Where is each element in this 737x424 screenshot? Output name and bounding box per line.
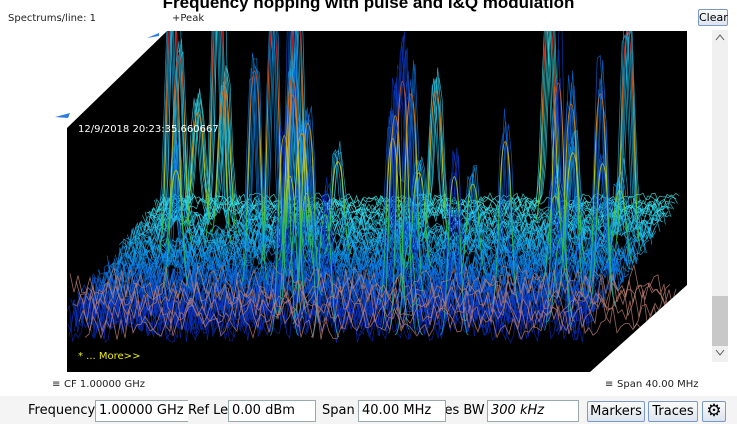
- trace: [282, 31, 312, 247]
- trace: [556, 103, 586, 299]
- rbw-label: Res BW: [436, 403, 485, 418]
- trace: [164, 54, 194, 246]
- span-display: Span 40.00 MHz: [617, 379, 699, 390]
- trace: [490, 141, 520, 305]
- markers-button[interactable]: Markers: [587, 401, 645, 422]
- trace: [275, 175, 305, 319]
- settings-button[interactable]: ⚙: [702, 401, 726, 422]
- trace: [293, 122, 323, 296]
- ref-lev-input[interactable]: 0.00 dBm: [228, 400, 316, 422]
- trace: [439, 176, 469, 336]
- trace: [154, 31, 674, 214]
- trace: [81, 296, 683, 334]
- trace: [100, 74, 620, 295]
- trace: [613, 31, 643, 252]
- span-input[interactable]: 40.00 MHz: [358, 400, 446, 422]
- ref-lev-label: Ref Lev: [188, 400, 236, 422]
- timestamp: 12/9/2018 20:23:35.660667: [78, 124, 219, 135]
- spectrums-per-line: Spectrums/line: 1: [8, 13, 96, 24]
- trace: [458, 183, 488, 275]
- clear-button[interactable]: Clear: [698, 9, 728, 26]
- marker-flag: [147, 33, 159, 38]
- detector: +Peak: [172, 13, 205, 24]
- trace: [387, 81, 417, 334]
- trace: [534, 31, 564, 223]
- trace: [183, 112, 213, 226]
- frequency-input[interactable]: 1.00000 GHz: [95, 400, 189, 422]
- trace: [587, 163, 618, 308]
- trace: [84, 304, 686, 341]
- traces-button[interactable]: Traces: [648, 401, 698, 422]
- trace: [158, 31, 188, 254]
- trace: [269, 135, 299, 336]
- center-frequency: CF 1.00000 GHz: [64, 379, 145, 390]
- trace: [72, 35, 593, 334]
- trace: [543, 82, 573, 331]
- trace: [540, 195, 570, 283]
- trace: [203, 31, 233, 245]
- trace: [421, 91, 451, 241]
- trace: [585, 93, 615, 300]
- marker-flag: [55, 113, 70, 118]
- trace: [161, 169, 191, 289]
- trace: [69, 263, 671, 301]
- scroll-up[interactable]: [715, 34, 725, 41]
- span-icon: ≡: [605, 379, 614, 390]
- cf-icon: ≡: [52, 379, 61, 390]
- frequency-label: Frequency: [28, 403, 96, 418]
- scrollbar[interactable]: [712, 30, 728, 362]
- traces: [67, 31, 686, 344]
- title: Frequency hopping with pulse and I&Q mod…: [162, 0, 575, 12]
- trace: [286, 133, 317, 271]
- scroll-down[interactable]: [715, 349, 725, 356]
- trace: [558, 152, 588, 265]
- trace: [148, 68, 669, 222]
- rbw-input[interactable]: 300 kHz: [487, 400, 579, 422]
- trace: [277, 76, 307, 262]
- trace: [78, 288, 680, 326]
- scroll-thumb[interactable]: [712, 296, 728, 346]
- trace: [380, 115, 410, 330]
- trace: [72, 272, 674, 309]
- more-link[interactable]: * ... More>>: [78, 351, 141, 362]
- trace: [258, 31, 288, 276]
- trace: [378, 137, 408, 306]
- span-label: Span: [322, 403, 355, 418]
